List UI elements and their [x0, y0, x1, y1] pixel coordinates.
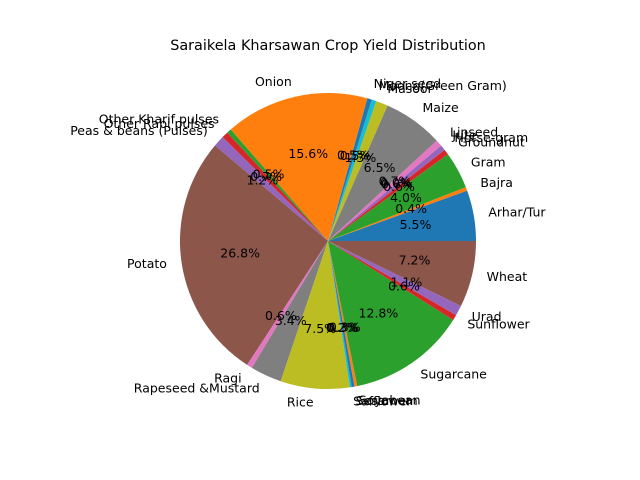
slice-percent-groundnut: 0.6% [383, 179, 415, 194]
slice-percent-other-kharif-pulses: 0.5% [253, 167, 285, 182]
pie-slice-horse-gram [328, 145, 445, 241]
slice-percent-other-rabi-pulses: 0.7% [250, 169, 282, 184]
pie-slice-bajra [328, 187, 468, 241]
slice-percent-peas-beans-pulses: 1.2% [247, 173, 279, 188]
slice-label-jute: Jute [451, 127, 477, 142]
pie-slice-potato [179, 145, 328, 365]
slice-percent-masoor: 1.3% [344, 150, 376, 165]
pie-slice-groundnut [328, 149, 448, 241]
slice-label-peas-beans-pulses: Peas & beans (Pulses) [70, 123, 208, 138]
slice-percent-maize: 6.5% [364, 160, 396, 175]
slice-percent-moong-green-gram: 0.5% [340, 148, 372, 163]
slice-percent-onion: 15.6% [288, 146, 328, 161]
slice-label-ragi: Ragi [214, 370, 241, 385]
slice-label-other-rabi-pulses: Other Rabi pulses [104, 116, 215, 131]
slice-percent-sesamum: 0.3% [327, 320, 359, 335]
pie-slice-urad [328, 241, 461, 316]
pie-slice-peas-beans-pulses [214, 137, 328, 241]
slice-label-rapeseed-mustard: Rapeseed &Mustard [134, 380, 260, 395]
slice-label-gram: Gram [471, 155, 506, 170]
slice-percent-bajra: 0.4% [395, 201, 427, 216]
slice-label-rice: Rice [287, 395, 314, 410]
pie-slice-other-kharif-pulses [227, 129, 328, 241]
slice-label-maize: Maize [423, 100, 459, 115]
slice-label-moong-green-gram: Moong(Green Gram) [379, 78, 507, 93]
slice-label-masoor: Masoor [387, 81, 433, 96]
pie-slice-safflower [328, 241, 352, 388]
slice-label-groundnut: Groundnut [458, 135, 525, 150]
slice-label-sesamum: Sesamum [356, 393, 418, 408]
slice-percent-jute: 0.0% [380, 175, 412, 190]
slice-labels: Arhar/Tur Bajra Gram GroundnutHorse-gramJut… [70, 74, 546, 410]
slice-percent-wheat: 7.2% [399, 253, 431, 268]
slice-label-soyabean: Soyabean [359, 392, 421, 407]
slice-label-onion: Onion [255, 74, 292, 89]
slice-label-sunflower: Sunflower [467, 317, 530, 332]
pie-slice-soyabean [328, 241, 358, 387]
pie-slice-masoor [328, 101, 388, 241]
slice-percent-soyabean: 0.3% [329, 320, 361, 335]
slice-percent-labels: 5.5%0.4%4.0%0.6%0.6%0.0%0.7%6.5%1.3%0.5%… [220, 146, 431, 336]
slice-label-urad: Urad [472, 309, 502, 324]
slice-label-other-kharif-pulses: Other Kharif pulses [99, 112, 219, 127]
slice-percent-ragi: 0.6% [265, 308, 297, 323]
pie-slice-rice [280, 241, 350, 390]
slice-percent-linseed: 0.7% [379, 174, 411, 189]
pie-slice-moong-green-gram [328, 99, 377, 241]
slice-percent-gram: 4.0% [390, 190, 422, 205]
slice-percent-sunflower: 0.6% [388, 278, 420, 293]
slice-percent-safflower: 0.2% [326, 320, 358, 335]
slice-label-potato: Potato [127, 256, 167, 271]
slice-label-horse-gram: Horse-gram [454, 130, 528, 145]
slice-percent-horse-gram: 0.6% [381, 176, 413, 191]
slice-label-niger-seed: Niger seed [374, 76, 441, 91]
pie-slice-maize [328, 105, 437, 242]
slice-label-bajra: Bajra [480, 175, 513, 190]
pie-slice-sugarcane [328, 241, 454, 387]
slice-percent-rice: 7.5% [304, 321, 336, 336]
pie-slice-sesamum [328, 241, 355, 388]
slice-percent-niger-seed: 0.5% [337, 147, 369, 162]
chart-title: Saraikela Kharsawan Crop Yield Distribut… [170, 38, 486, 54]
pie-slice-rapeseed-mustard [251, 241, 328, 382]
pie-slice-niger-seed [328, 98, 372, 241]
slice-percent-sugarcane: 12.8% [359, 306, 399, 321]
pie-slice-onion [230, 93, 368, 242]
pie-slices [179, 93, 476, 390]
pie-slice-wheat [328, 241, 476, 307]
slice-label-wheat: Wheat [487, 269, 528, 284]
slice-label-safflower: Safflower [353, 393, 412, 408]
slice-label-linseed: Linseed [450, 125, 498, 140]
pie-slice-other-rabi-pulses [222, 132, 328, 241]
slice-percent-potato: 26.8% [220, 245, 260, 260]
slice-percent-arhar-tur: 5.5% [400, 217, 432, 232]
slice-label-sugarcane: Sugarcane [420, 367, 487, 382]
slice-label-arhar-tur: Arhar/Tur [488, 204, 546, 219]
slice-percent-rapeseed-mustard: 3.4% [275, 313, 307, 328]
pie-slice-arhar-tur [328, 190, 476, 241]
pie-slice-gram [328, 154, 466, 241]
pie-slice-ragi [247, 241, 328, 368]
slice-percent-urad: 1.1% [390, 274, 422, 289]
pie-slice-linseed [328, 140, 442, 241]
pie-slice-sunflower [328, 241, 457, 320]
